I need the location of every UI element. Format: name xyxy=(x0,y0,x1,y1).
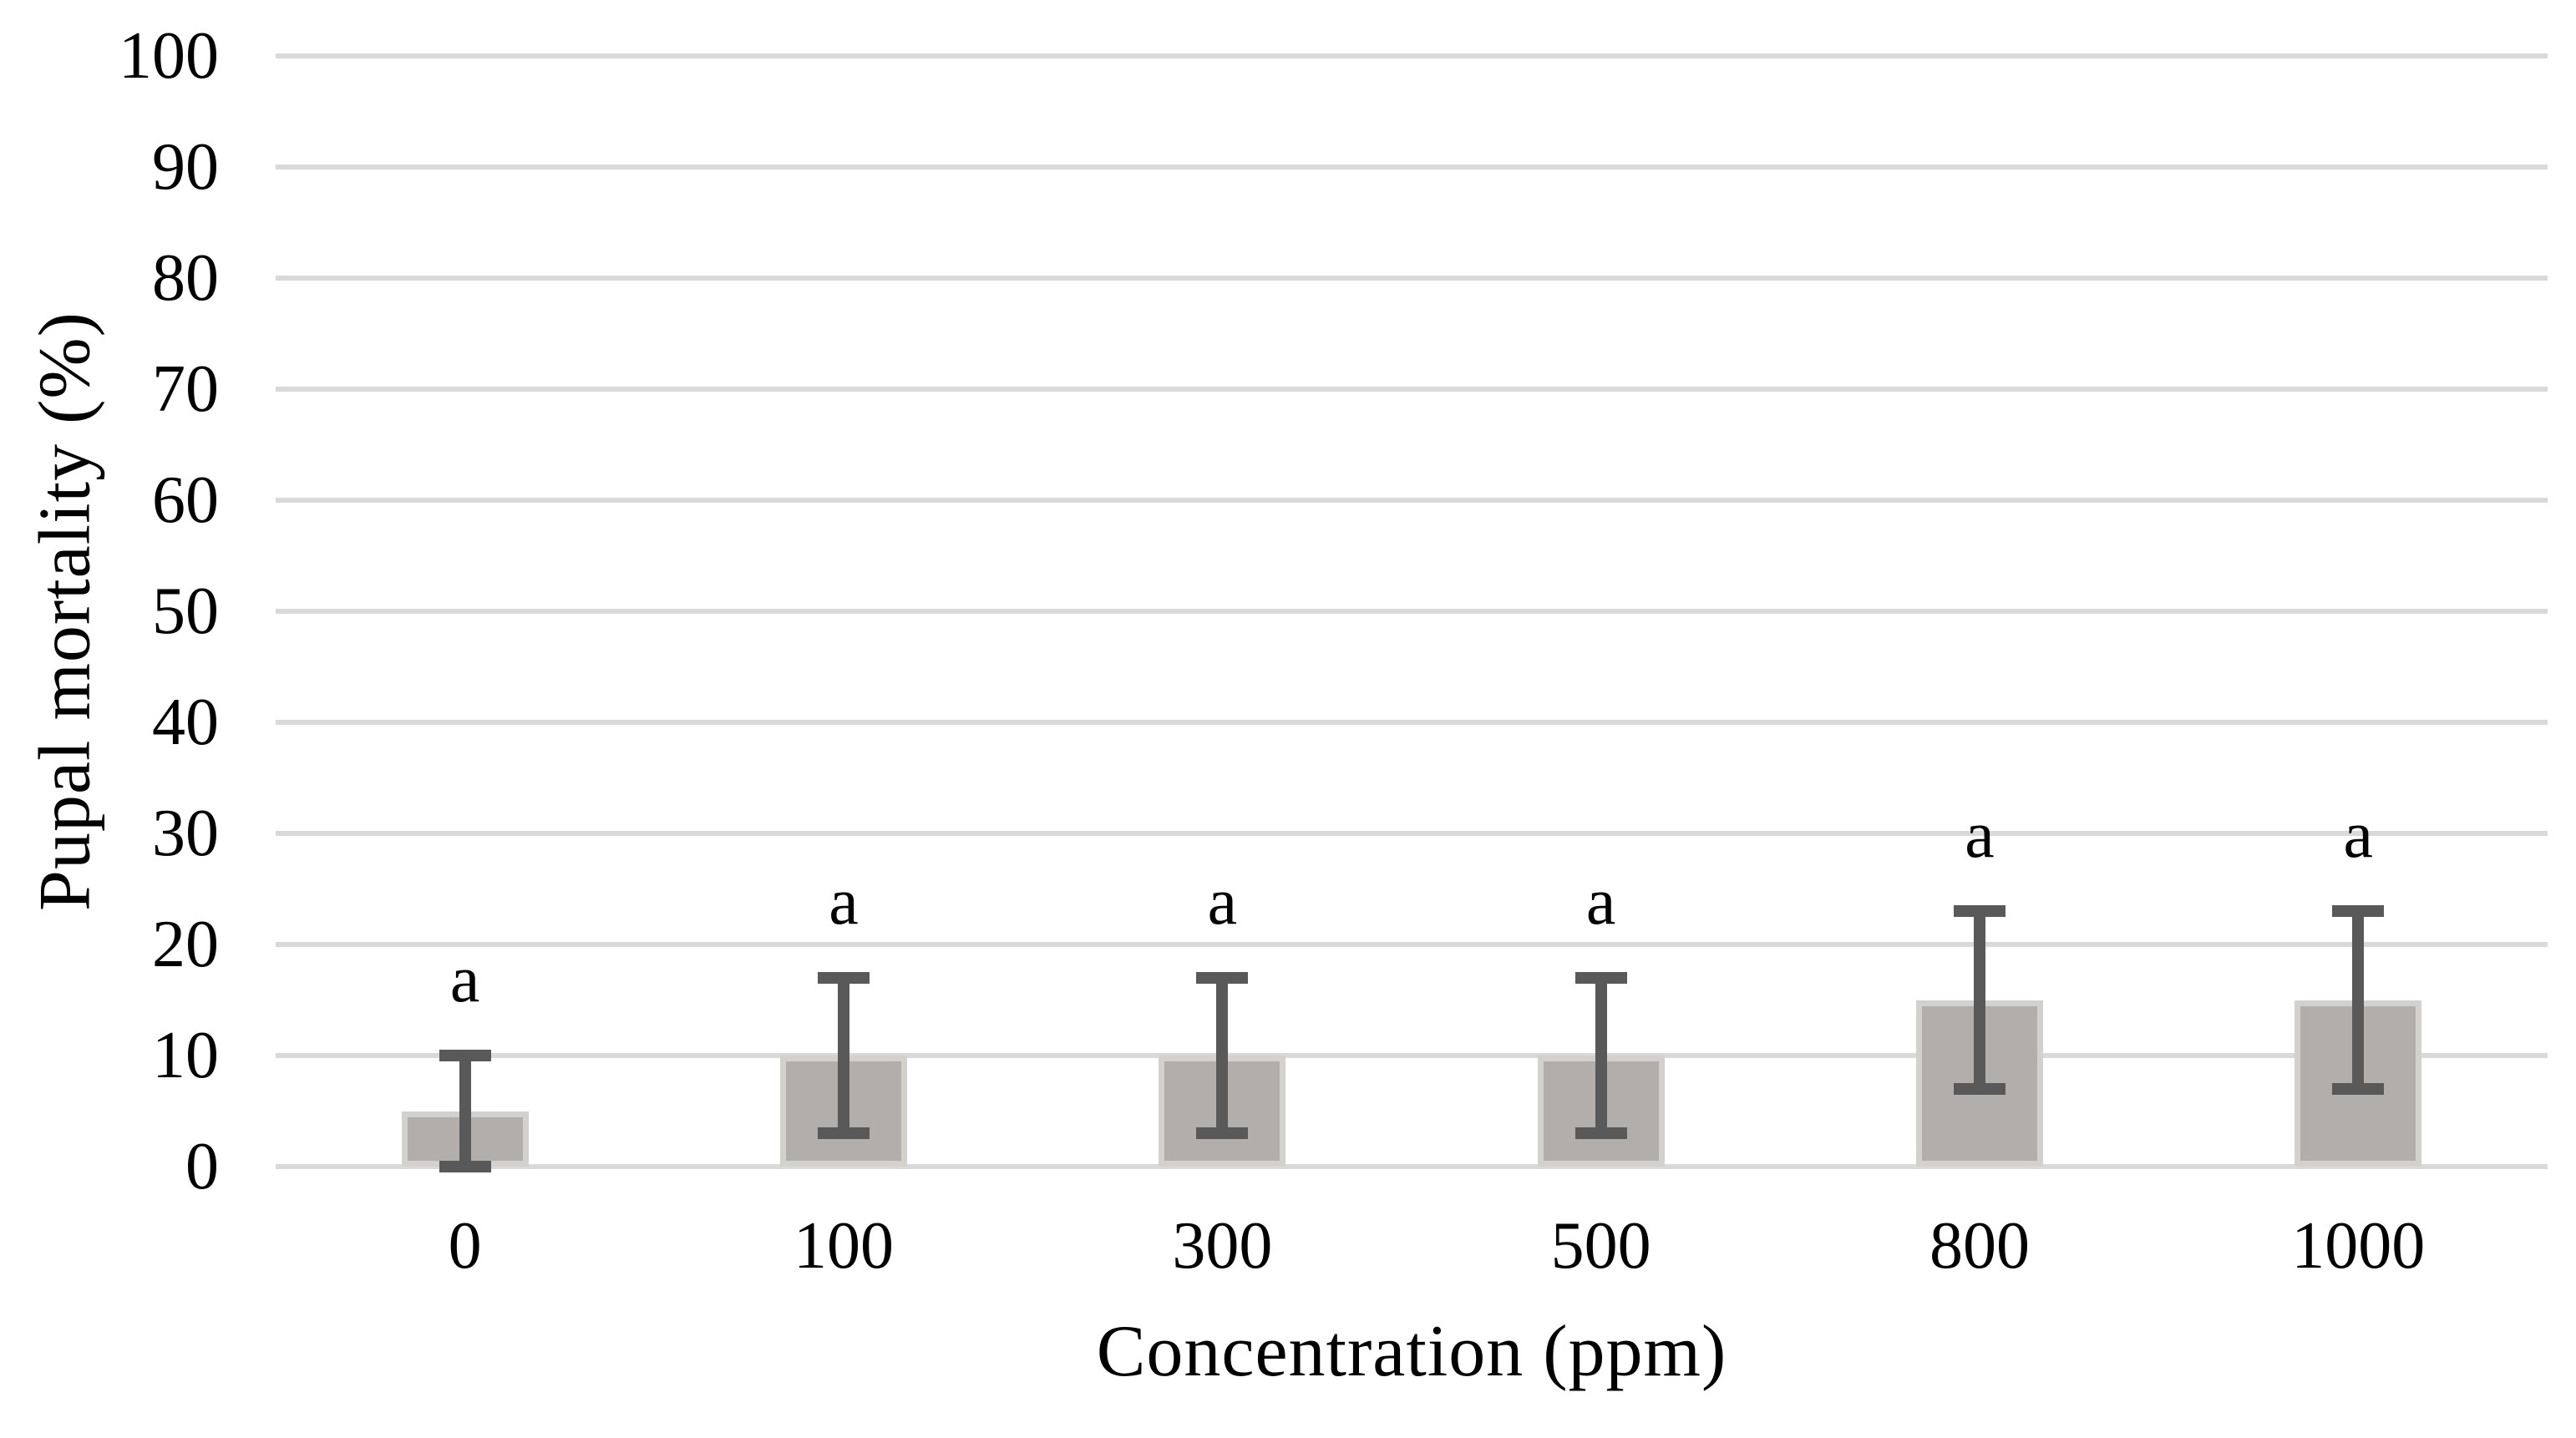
significance-label-1000: a xyxy=(2343,798,2374,873)
category-slot-1000: a xyxy=(2169,56,2548,1167)
x-tick-label-100: 100 xyxy=(793,1209,894,1283)
significance-label-500: a xyxy=(1585,864,1616,939)
y-tick-label-20: 20 xyxy=(152,908,219,981)
significance-label-0: a xyxy=(449,943,480,1016)
plot-area xyxy=(276,53,2548,1169)
category-slot-300: a xyxy=(1033,56,1412,1167)
bars-layer: a a a a a a xyxy=(276,56,2548,1172)
category-slot-100: a xyxy=(654,56,1032,1167)
category-slot-500: a xyxy=(1412,56,1790,1167)
x-axis-title: Concentration (ppm) xyxy=(1096,1311,1727,1392)
y-tick-label-60: 60 xyxy=(152,463,219,537)
y-tick-label-90: 90 xyxy=(152,130,219,204)
gridline-y-50 xyxy=(276,609,2548,614)
significance-label-800: a xyxy=(1965,798,1995,873)
error-bar-line-300 xyxy=(1216,977,1229,1134)
gridline-y-90 xyxy=(276,165,2548,170)
gridline-y-10 xyxy=(276,1053,2548,1058)
gridline-y-30 xyxy=(276,831,2548,836)
x-tick-label-1000: 1000 xyxy=(2291,1209,2426,1283)
y-tick-label-50: 50 xyxy=(152,575,219,648)
error-bar-line-500 xyxy=(1595,977,1607,1134)
gridline-y-40 xyxy=(276,720,2548,725)
y-tick-label-100: 100 xyxy=(119,19,219,93)
error-bar-line-1000 xyxy=(2352,911,2365,1089)
error-bar-cap-top-300 xyxy=(1196,971,1249,984)
y-tick-label-80: 80 xyxy=(152,241,219,315)
error-bar-cap-bottom-300 xyxy=(1196,1127,1249,1140)
error-bar-cap-top-800 xyxy=(1953,905,2006,918)
x-axis-tick-labels: 0 100 300 500 800 1000 xyxy=(276,1200,2548,1292)
y-tick-label-70: 70 xyxy=(152,352,219,426)
error-bar-cap-bottom-800 xyxy=(1953,1082,2006,1095)
x-tick-label-0: 0 xyxy=(448,1209,482,1283)
gridline-y-100 xyxy=(276,53,2548,58)
error-bar-line-0 xyxy=(459,1056,471,1167)
error-bar-cap-bottom-0 xyxy=(439,1161,491,1172)
error-bar-cap-bottom-1000 xyxy=(2332,1082,2385,1095)
significance-label-300: a xyxy=(1207,864,1238,939)
category-slot-800: a xyxy=(1790,56,2168,1167)
x-tick-label-500: 500 xyxy=(1550,1209,1651,1283)
y-tick-label-0: 0 xyxy=(185,1130,219,1203)
x-tick-label-800: 800 xyxy=(1929,1209,2030,1283)
y-tick-label-40: 40 xyxy=(152,686,219,759)
gridline-y-0 xyxy=(276,1164,2548,1169)
error-bar-cap-top-500 xyxy=(1575,971,1627,984)
y-tick-label-10: 10 xyxy=(152,1019,219,1092)
gridline-y-20 xyxy=(276,942,2548,947)
error-bar-cap-top-100 xyxy=(817,971,870,984)
error-bar-cap-bottom-100 xyxy=(817,1127,870,1140)
category-slot-0: a xyxy=(276,56,654,1172)
gridline-y-60 xyxy=(276,498,2548,503)
error-bar-cap-bottom-500 xyxy=(1575,1127,1627,1140)
significance-label-100: a xyxy=(829,864,859,939)
x-tick-label-300: 300 xyxy=(1172,1209,1273,1283)
gridline-y-70 xyxy=(276,387,2548,392)
error-bar-line-800 xyxy=(1973,911,1985,1089)
error-bar-cap-top-1000 xyxy=(2332,905,2385,918)
error-bar-line-100 xyxy=(837,977,849,1134)
gridline-y-80 xyxy=(276,276,2548,281)
y-tick-label-30: 30 xyxy=(152,797,219,870)
error-bar-cap-top-0 xyxy=(439,1050,491,1061)
